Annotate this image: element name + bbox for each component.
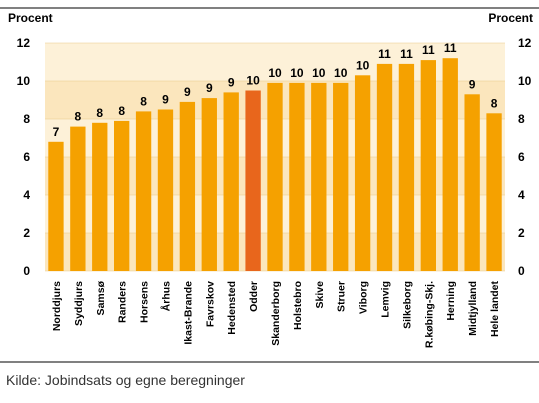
bar (48, 141, 64, 271)
footer: Kilde: Jobindsats og egne beregninger (6, 372, 245, 388)
y-tick-label: 8 (23, 112, 30, 126)
bar (267, 82, 283, 272)
data-label: 11 (378, 47, 391, 61)
data-label: 9 (162, 93, 169, 107)
data-label: 10 (268, 66, 282, 80)
data-label: 10 (334, 66, 348, 80)
y2-tick-label: 4 (518, 188, 525, 202)
bar (442, 58, 458, 272)
data-label: 8 (75, 110, 82, 124)
chart: Procent Procent 0 2 4 6 8 10 12 0 2 4 6 8 10 12 7 Nordd… (0, 7, 539, 363)
x-tick-label: Syddjurs (73, 281, 85, 326)
x-tick-label: Herning (445, 281, 457, 321)
x-tick-label: Norddjurs (51, 281, 63, 331)
x-tick-label: Struer (336, 281, 348, 312)
data-label: 8 (491, 96, 498, 110)
x-tick-label: Samsø (95, 280, 107, 315)
x-tick-label: Midtjylland (467, 281, 479, 336)
bar (398, 63, 415, 272)
x-tick-label: Skanderborg (270, 281, 282, 346)
data-label: 8 (140, 94, 147, 108)
bar (354, 75, 371, 271)
data-label: 10 (290, 66, 304, 80)
y2-tick-label: 10 (518, 74, 532, 88)
x-tick-label: Viborg (358, 281, 370, 314)
bar (333, 82, 349, 272)
y-tick-label: 4 (23, 188, 30, 202)
x-tick-label: Favrskov (204, 281, 216, 327)
x-tick-label: Odder (248, 281, 260, 312)
x-tick-label: R.købing-Skj. (423, 281, 435, 348)
y-tick-label: 2 (23, 226, 30, 240)
x-tick-label: Randers (117, 281, 129, 323)
bar (223, 92, 239, 272)
data-label: 9 (184, 85, 191, 99)
data-label: 9 (206, 81, 213, 95)
bar (464, 94, 480, 271)
data-label: 8 (118, 104, 125, 118)
bar (376, 63, 393, 272)
y-tick-label: 12 (17, 36, 31, 50)
bar (486, 113, 502, 271)
x-tick-label: Silkeborg (401, 281, 413, 329)
data-label: 11 (400, 47, 413, 61)
x-tick-label: Holstebro (292, 281, 304, 330)
bar (245, 90, 261, 271)
bar (289, 82, 305, 272)
bar (201, 98, 217, 271)
y-tick-label: 0 (23, 264, 30, 278)
y2-tick-label: 8 (518, 112, 525, 126)
data-label: 10 (246, 74, 260, 88)
data-label: 7 (53, 125, 60, 139)
y2-axis-label: Procent (488, 11, 533, 25)
data-label: 9 (228, 75, 235, 89)
bar (114, 120, 130, 272)
y-axis-label: Procent (8, 11, 53, 25)
x-tick-label: Skive (314, 281, 326, 309)
x-tick-label: Århus (159, 281, 172, 311)
x-tick-label: Hele landet (489, 281, 501, 338)
y-tick-label: 10 (17, 74, 31, 88)
bar (157, 109, 174, 271)
bar (420, 60, 436, 271)
y2-tick-label: 12 (518, 36, 532, 50)
data-label: 10 (356, 58, 370, 72)
y2-tick-label: 0 (518, 264, 525, 278)
data-label: 8 (96, 106, 103, 120)
x-tick-label: Horsens (139, 281, 151, 323)
bar (70, 126, 86, 271)
y2-tick-label: 2 (518, 226, 525, 240)
y-tick-label: 6 (23, 150, 30, 164)
data-label: 11 (444, 41, 457, 55)
data-label: 10 (312, 66, 326, 80)
bar (135, 111, 152, 272)
x-tick-label: Ikast-Brande (182, 281, 194, 345)
data-label: 9 (469, 77, 476, 91)
y2-tick-label: 6 (518, 150, 525, 164)
bar (92, 122, 108, 271)
x-tick-label: Hedensted (226, 281, 238, 335)
bar (311, 82, 327, 272)
data-label: 11 (422, 43, 435, 57)
bar (179, 101, 196, 272)
x-tick-label: Lemvig (380, 281, 392, 318)
